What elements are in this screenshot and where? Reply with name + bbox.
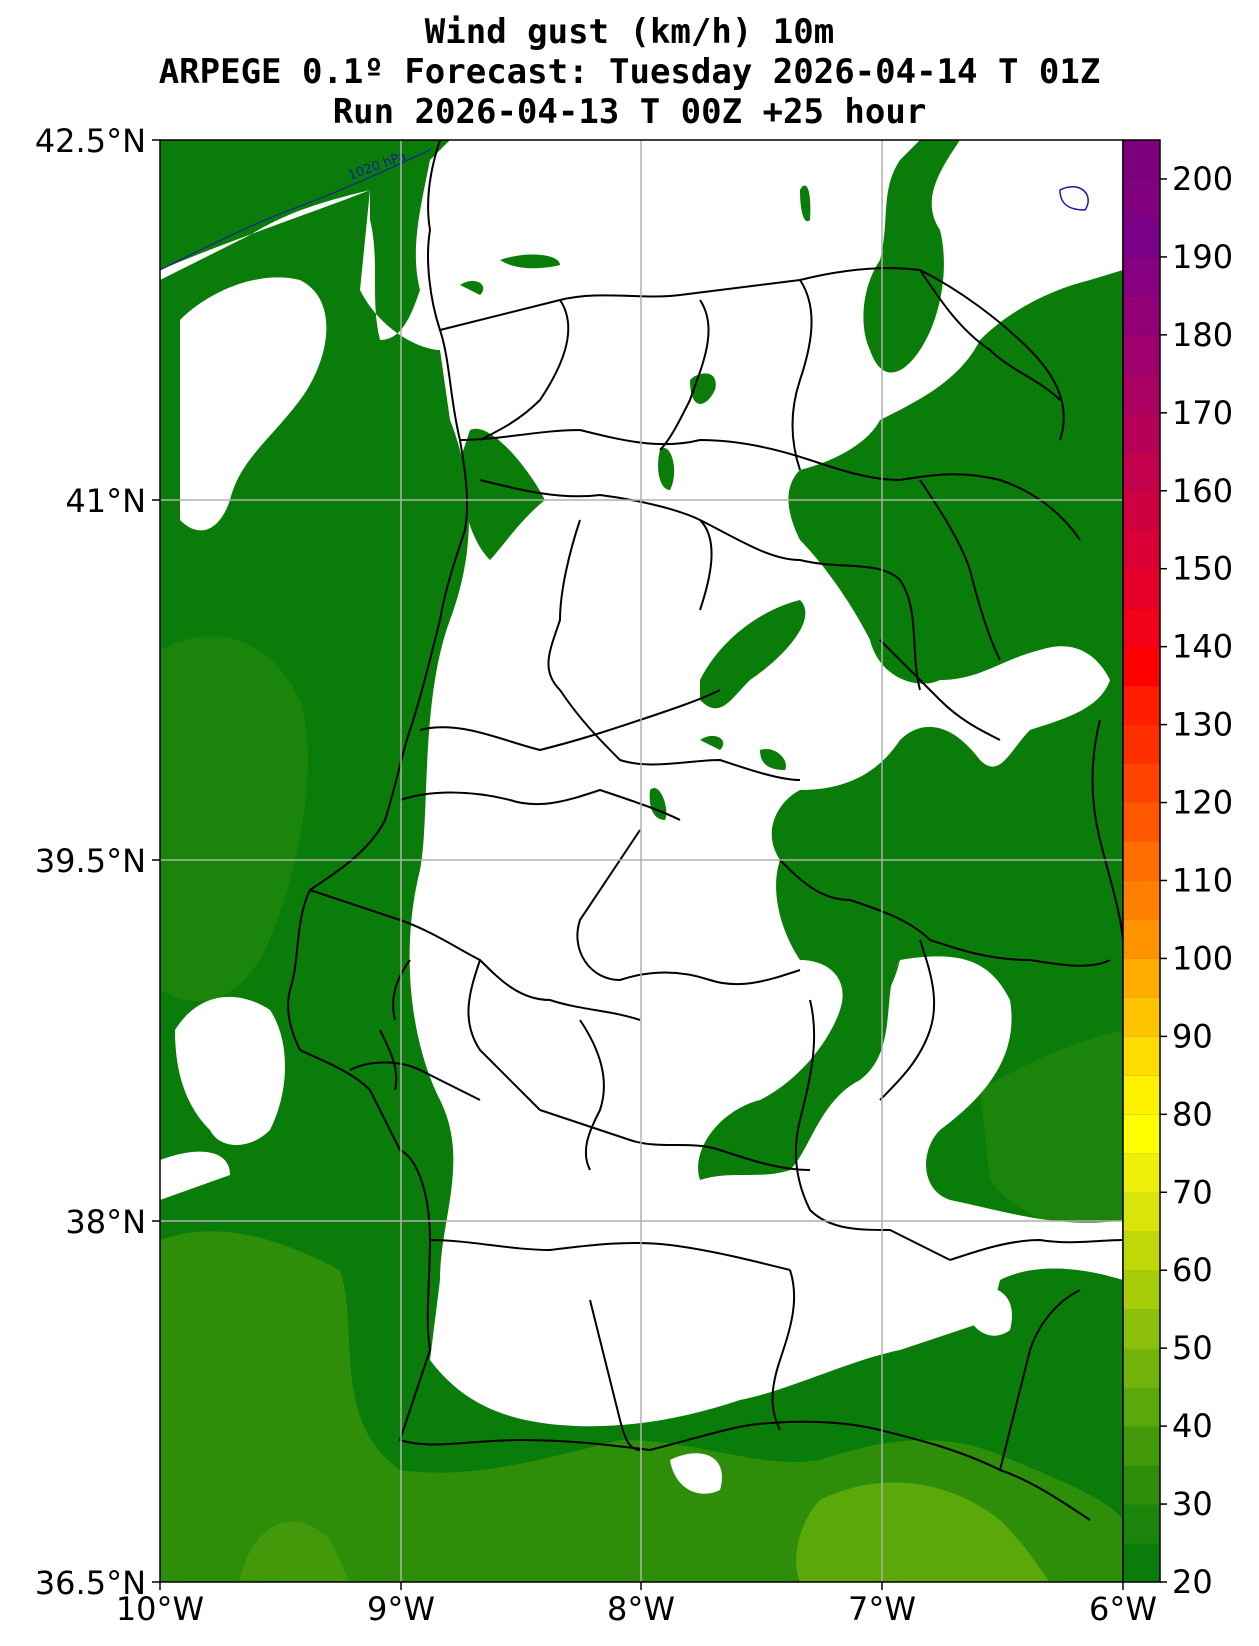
gust-patch [460, 280, 484, 295]
lat-label: 42.5°N [35, 122, 146, 160]
colorbar-tick-label: 40 [1172, 1407, 1213, 1445]
colorbar-tick-label: 190 [1172, 238, 1233, 276]
calm-area-southeast [960, 1286, 1012, 1336]
colorbar-segment [1123, 1504, 1160, 1544]
gust-patch [860, 960, 900, 1008]
colorbar-tick-label: 70 [1172, 1173, 1213, 1211]
colorbar-segment [1123, 451, 1160, 492]
lat-label: 38°N [65, 1203, 146, 1241]
colorbar-tick-label: 100 [1172, 939, 1233, 977]
calm-area-ocean-south [175, 996, 285, 1145]
lon-label: 7°W [848, 1590, 916, 1628]
calm-area-algarve [670, 1453, 722, 1494]
gust-band-40-50 [796, 1482, 1050, 1582]
colorbar-segment [1123, 1075, 1160, 1115]
colorbar-segment [1123, 1231, 1160, 1271]
colorbar-tick-label: 180 [1172, 316, 1233, 354]
gust-patch [658, 448, 675, 490]
colorbar-tick-label: 20 [1172, 1563, 1213, 1601]
gust-band-25-east [980, 1030, 1123, 1233]
gust-patch [800, 185, 811, 222]
colorbar-segment [1123, 997, 1160, 1037]
country-borders [287, 140, 1123, 1521]
colorbar-segment [1123, 802, 1160, 843]
chart-title-line-2: ARPEGE 0.1º Forecast: Tuesday 2026-04-14… [158, 52, 1101, 92]
axis-ticks [152, 139, 1124, 1590]
lat-label: 39.5°N [35, 842, 146, 880]
gust-band-25-west [160, 636, 308, 1002]
colorbar-segment [1123, 1036, 1160, 1076]
gust-patch-coast [460, 428, 545, 560]
colorbar-tick-label: 170 [1172, 394, 1233, 432]
isobar-loop [1059, 186, 1089, 211]
colorbar-segment [1123, 763, 1160, 804]
colorbar-segment [1123, 1153, 1160, 1193]
colorbar-segment [1123, 529, 1160, 570]
colorbar-segment [1123, 217, 1160, 258]
colorbar-segment [1123, 1387, 1160, 1427]
colorbar-tick-label: 200 [1172, 160, 1233, 198]
colorbar [1123, 139, 1160, 1583]
colorbar-segment [1123, 256, 1160, 297]
colorbar-segment [1123, 1270, 1160, 1310]
lon-label: 10°W [116, 1590, 204, 1628]
colorbar-labels: 20 30 40 50 60 70 80 90 100 110 120 130 140 150 160 170… [1160, 160, 1233, 1601]
gust-patch [700, 735, 724, 750]
chart-title-line-3: Run 2026-04-13 T 00Z +25 hour [332, 92, 927, 132]
colorbar-segment [1123, 1426, 1160, 1466]
colorbar-segment [1123, 1543, 1160, 1583]
calm-area-ocean-north [180, 277, 327, 531]
colorbar-segment [1123, 295, 1160, 336]
colorbar-tick-label: 150 [1172, 550, 1233, 588]
colorbar-segment [1123, 607, 1160, 648]
colorbar-segment [1123, 685, 1160, 726]
lon-label: 8°W [607, 1590, 675, 1628]
colorbar-segment [1123, 490, 1160, 531]
graticule [160, 140, 1123, 1582]
lat-label: 41°N [65, 482, 146, 520]
colorbar-segment [1123, 412, 1160, 453]
colorbar-segment [1123, 841, 1160, 881]
isobar-1020 [160, 149, 431, 271]
colorbar-segment [1123, 919, 1160, 959]
colorbar-segment [1123, 140, 1160, 180]
lat-label: 36.5°N [35, 1564, 146, 1602]
colorbar-segment [1123, 1465, 1160, 1505]
chart-title-line-1: Wind gust (km/h) 10m [424, 12, 835, 52]
lon-label: 6°W [1089, 1590, 1157, 1628]
colorbar-segment [1123, 1114, 1160, 1154]
colorbar-tick-label: 130 [1172, 706, 1233, 744]
calm-area-ocean-edge [160, 1151, 230, 1200]
colorbar-tick-label: 110 [1172, 861, 1233, 899]
colorbar-segment [1123, 1348, 1160, 1388]
gust-patch-diagonal [700, 600, 806, 709]
colorbar-segment [1123, 646, 1160, 687]
lon-label: 9°W [367, 1590, 435, 1628]
colorbar-segment [1123, 1192, 1160, 1232]
colorbar-tick-label: 140 [1172, 628, 1233, 666]
colorbar-tick-label: 80 [1172, 1095, 1213, 1133]
colorbar-segment [1123, 178, 1160, 219]
colorbar-tick-label: 50 [1172, 1329, 1213, 1367]
colorbar-segment [1123, 373, 1160, 414]
colorbar-tick-label: 30 [1172, 1485, 1213, 1523]
colorbar-segment [1123, 880, 1160, 920]
gust-band-35 [240, 1521, 350, 1582]
colorbar-tick-label: 60 [1172, 1251, 1213, 1289]
colorbar-segment [1123, 334, 1160, 375]
colorbar-segment [1123, 724, 1160, 765]
colorbar-segment [1123, 1309, 1160, 1349]
colorbar-tick-label: 90 [1172, 1017, 1213, 1055]
colorbar-frame [1122, 139, 1161, 1583]
colorbar-segment [1123, 958, 1160, 998]
colorbar-segment [1123, 568, 1160, 609]
gust-patch [760, 749, 786, 770]
colorbar-tick-label: 160 [1172, 472, 1233, 510]
colorbar-tick-label: 120 [1172, 784, 1233, 822]
gust-patch [500, 254, 560, 269]
